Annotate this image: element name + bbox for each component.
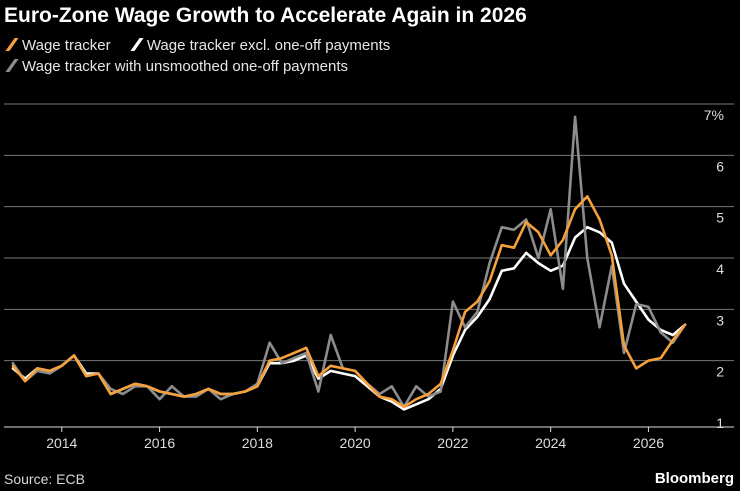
legend-item-wage-tracker[interactable]: Wage tracker: [4, 37, 111, 54]
y-tick-label-2: 2: [716, 364, 724, 380]
legend-label-excl-one-off: Wage tracker excl. one-off payments: [146, 37, 391, 54]
y-tick-label-6: 6: [716, 158, 724, 174]
x-tick-label-2018: 2018: [242, 435, 273, 451]
x-tick-label-2016: 2016: [144, 435, 175, 451]
y-tick-label-3: 3: [716, 312, 724, 328]
x-tick-label-2024: 2024: [535, 435, 566, 451]
chart-title: Euro-Zone Wage Growth to Accelerate Agai…: [4, 4, 527, 27]
y-tick-label-7: 7%: [704, 107, 724, 123]
source-note: Source: ECB: [4, 471, 85, 487]
x-tick-label-2022: 2022: [437, 435, 468, 451]
series-line-wage-tracker: [11, 195, 687, 409]
y-tick-label-5: 5: [716, 210, 724, 226]
legend-label-unsmoothed: Wage tracker with unsmoothed one-off pay…: [22, 58, 349, 75]
y-tick-label-1: 1: [716, 415, 724, 431]
bloomberg-logo: Bloomberg: [654, 470, 734, 487]
legend-row-1: Wage tracker Wage tracker excl. one-off …: [4, 37, 404, 54]
x-tick-label-2026: 2026: [633, 435, 664, 451]
series-line-wage-tracker-excl-one-off-payments: [11, 225, 687, 411]
legend-label-wage-tracker: Wage tracker: [22, 37, 111, 54]
y-tick-label-4: 4: [716, 261, 724, 277]
legend-item-excl-one-off[interactable]: Wage tracker excl. one-off payments: [129, 37, 390, 54]
legend-item-unsmoothed[interactable]: Wage tracker with unsmoothed one-off pay…: [4, 58, 348, 75]
legend-row-2: Wage tracker with unsmoothed one-off pay…: [4, 58, 362, 75]
x-tick-label-2014: 2014: [46, 435, 77, 451]
series-line-wage-tracker-with-unsmoothed-one-off-payments: [11, 115, 687, 409]
x-tick-label-2020: 2020: [340, 435, 371, 451]
